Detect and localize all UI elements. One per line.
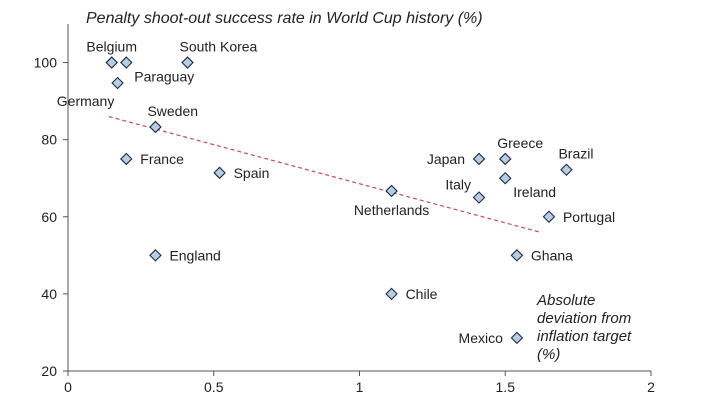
data-point-label: Japan bbox=[427, 151, 465, 167]
data-point-marker bbox=[105, 56, 119, 69]
y-tick-label: 20 bbox=[41, 363, 57, 379]
data-point-marker bbox=[472, 152, 486, 166]
y-tick-label: 40 bbox=[41, 286, 57, 302]
data-point-marker bbox=[385, 287, 398, 301]
x-axis-label-line: inflation target bbox=[537, 328, 632, 345]
data-point-label: Ireland bbox=[513, 184, 556, 200]
x-tick-label: 1 bbox=[356, 379, 364, 395]
data-point-label: Germany bbox=[57, 93, 115, 109]
data-point-marker bbox=[498, 171, 512, 185]
data-point-marker bbox=[149, 249, 162, 262]
data-point-marker bbox=[149, 120, 162, 134]
data-point-label: Paraguay bbox=[134, 69, 194, 85]
data-point-marker bbox=[120, 152, 133, 166]
data-point-label: Belgium bbox=[86, 39, 137, 55]
x-axis-label: Absolute deviation from inflation target… bbox=[537, 292, 631, 364]
data-point-marker bbox=[181, 56, 194, 69]
data-point-label: Spain bbox=[234, 165, 270, 181]
y-tick-label: 60 bbox=[41, 209, 57, 225]
data-point-label: Greece bbox=[497, 135, 543, 151]
data-point-label: Portugal bbox=[563, 209, 615, 225]
x-axis-label-line: Absolute bbox=[537, 292, 596, 309]
x-tick-label: 0 bbox=[64, 379, 72, 395]
x-tick-label: 1.5 bbox=[496, 379, 516, 395]
data-point-marker bbox=[560, 163, 573, 177]
trendline bbox=[108, 115, 541, 233]
data-point-label: Chile bbox=[406, 286, 438, 302]
data-point-label: South Korea bbox=[180, 39, 258, 55]
y-tick-label: 100 bbox=[34, 55, 58, 71]
data-point-marker bbox=[498, 152, 512, 166]
x-tick-label: 2 bbox=[647, 379, 655, 395]
data-point-label: Netherlands bbox=[354, 202, 430, 218]
data-point-marker bbox=[472, 191, 486, 204]
data-point-label: Ghana bbox=[531, 247, 573, 263]
y-tick-label: 80 bbox=[41, 132, 57, 148]
data-point-label: Brazil bbox=[558, 146, 593, 162]
data-point-label: France bbox=[140, 151, 184, 167]
x-axis-label-line: deviation from bbox=[537, 310, 632, 327]
data-point-label: Mexico bbox=[459, 330, 504, 346]
data-point-label: Sweden bbox=[147, 103, 198, 119]
data-point-marker bbox=[510, 249, 524, 262]
data-point-label: Italy bbox=[445, 177, 471, 193]
x-axis-label-line: (%) bbox=[537, 346, 561, 363]
data-point-marker bbox=[213, 166, 226, 180]
data-point-marker bbox=[111, 76, 124, 90]
data-point-marker bbox=[385, 184, 398, 198]
x-tick-label: 0.5 bbox=[204, 379, 224, 395]
data-point-marker bbox=[510, 331, 524, 345]
data-point-marker bbox=[120, 56, 133, 69]
data-point-marker bbox=[542, 210, 556, 224]
chart-title: Penalty shoot-out success rate in World … bbox=[86, 10, 483, 27]
data-point-label: England bbox=[169, 247, 220, 263]
